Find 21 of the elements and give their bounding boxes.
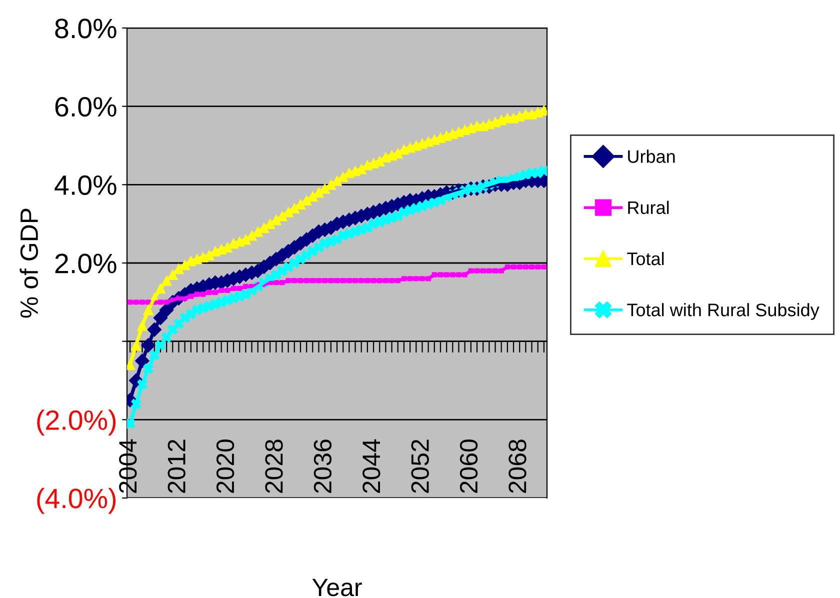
y-tick-label: 8.0%: [55, 18, 116, 38]
legend-label: Urban: [628, 150, 675, 163]
x-tick-label: 2012: [168, 440, 186, 493]
x-tick-label: 2028: [265, 440, 283, 493]
x-tick-label: 2004: [119, 439, 137, 493]
legend-label: Total: [627, 252, 664, 266]
y-tick-label: (4.0%): [37, 488, 116, 514]
x-tick-label: 2068: [508, 440, 526, 493]
legend-label: Total with Rural Subsidy: [627, 303, 820, 320]
legend-label: Rural: [628, 200, 669, 214]
y-axis-title: % of GDP: [20, 208, 38, 318]
x-tick-label: 2060: [460, 440, 478, 493]
y-tick-label: 2.0%: [55, 254, 116, 274]
y-tick-label: (2.0%): [37, 410, 116, 436]
x-tick-label: 2036: [314, 440, 332, 493]
y-tick-label: 4.0%: [54, 175, 116, 196]
x-tick-label: 2044: [362, 439, 380, 493]
x-tick-label: 2052: [411, 440, 429, 493]
x-tick-label: 2020: [216, 440, 234, 493]
x-axis-title: Year: [312, 578, 362, 596]
y-tick-label: 6.0%: [55, 97, 116, 117]
